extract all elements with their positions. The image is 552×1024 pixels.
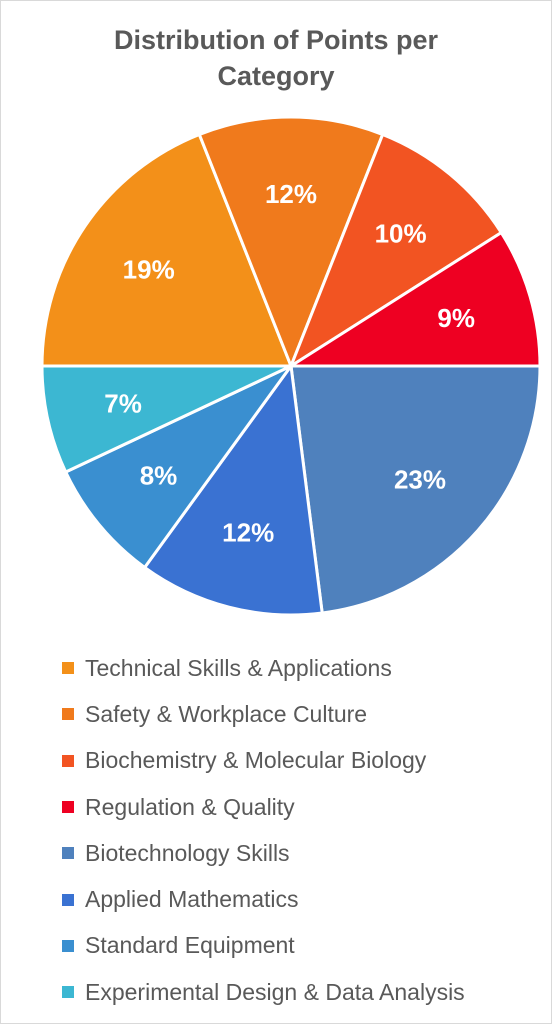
- legend-item-3: Biochemistry & Molecular Biology: [62, 738, 542, 784]
- pie-slice-3: [289, 132, 503, 368]
- pie-slice-label-2: 12%: [265, 179, 317, 209]
- pie-slice-label-3: 10%: [375, 219, 427, 249]
- legend-label: Technical Skills & Applications: [85, 654, 392, 681]
- pie-slice-4: [289, 231, 542, 368]
- legend-label: Regulation & Quality: [85, 793, 295, 820]
- pie-slice-label-1: 19%: [123, 254, 175, 284]
- chart-legend: Technical Skills & Applications Safety & …: [62, 645, 542, 1015]
- pie-slice-6: [143, 364, 324, 617]
- chart-title-line-2: Category: [217, 61, 335, 91]
- legend-label: Biochemistry & Molecular Biology: [85, 747, 427, 774]
- pie-slice-8: [40, 364, 293, 474]
- chart-title: Distribution of Points per Category: [0, 22, 552, 94]
- legend-swatch: [62, 801, 74, 814]
- pie-slice-1: [40, 132, 293, 368]
- legend-label: Safety & Workplace Culture: [85, 700, 368, 727]
- pie-slice-label-5: 23%: [394, 465, 446, 495]
- legend-swatch: [62, 662, 74, 675]
- legend-swatch: [62, 847, 74, 860]
- legend-item-4: Regulation & Quality: [62, 784, 542, 830]
- legend-label: Standard Equipment: [85, 932, 295, 959]
- legend-label: Biotechnology Skills: [85, 839, 290, 866]
- legend-swatch: [62, 986, 74, 999]
- pie-slice-label-7: 8%: [140, 461, 178, 491]
- legend-item-1: Technical Skills & Applications: [62, 645, 542, 691]
- legend-label: Experimental Design & Data Analysis: [85, 978, 465, 1005]
- pie-chart: 19% 12% 10% 9% 23% 12% 8% 7%: [40, 115, 542, 617]
- legend-item-6: Applied Mathematics: [62, 876, 542, 922]
- legend-swatch: [62, 893, 74, 906]
- chart-title-line-1: Distribution of Points per: [114, 25, 438, 55]
- legend-item-8: Experimental Design & Data Analysis: [62, 969, 542, 1015]
- pie-slice-label-4: 9%: [437, 303, 475, 333]
- legend-swatch: [62, 708, 74, 721]
- legend-item-5: Biotechnology Skills: [62, 830, 542, 876]
- pie-slice-7: [64, 364, 293, 569]
- pie-slice-2: [197, 115, 385, 368]
- legend-label: Applied Mathematics: [85, 886, 299, 913]
- pie-slice-label-6: 12%: [222, 518, 274, 548]
- legend-item-7: Standard Equipment: [62, 923, 542, 969]
- pie-slice-label-8: 7%: [104, 389, 142, 419]
- pie-slice-5: [289, 364, 542, 615]
- legend-item-2: Safety & Workplace Culture: [62, 691, 542, 737]
- legend-swatch: [62, 939, 74, 952]
- legend-swatch: [62, 754, 74, 767]
